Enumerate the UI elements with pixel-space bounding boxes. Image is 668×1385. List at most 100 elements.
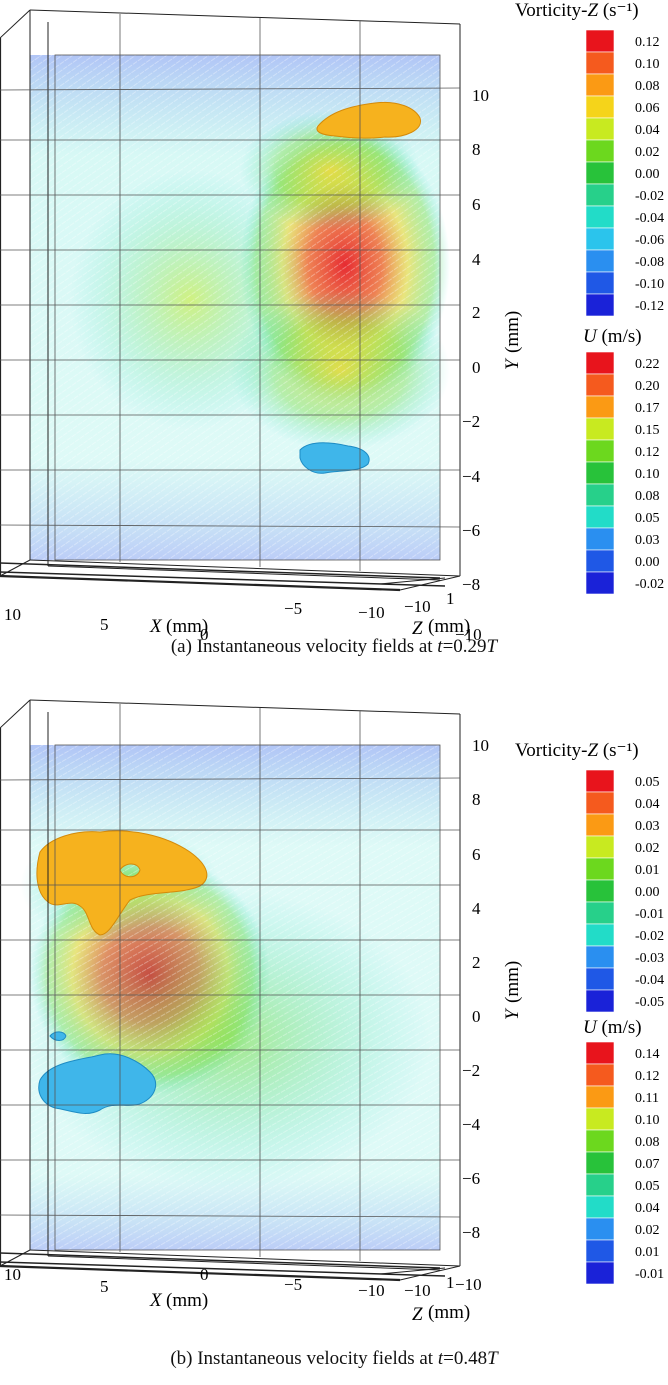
legend-swatch [585, 1107, 615, 1131]
legend-label: 0.00 [635, 885, 660, 900]
figure-caption: (b) Instantaneous velocity fields at t=0… [170, 1348, 498, 1369]
legend-label: 0.10 [635, 467, 660, 482]
legend-swatch [585, 271, 615, 295]
wireframe-box [0, 699, 461, 1282]
legend-swatch [585, 835, 615, 859]
legend-swatch [585, 1041, 615, 1065]
legend-swatch [585, 29, 615, 53]
legend-swatch [585, 505, 615, 529]
vortex-positive [36, 830, 208, 936]
z-axis-title: Z [412, 1304, 423, 1325]
legend-swatch [585, 293, 615, 317]
z-tick-label: −10 [404, 597, 431, 616]
y-tick-label: 8 [472, 790, 481, 809]
legend-swatch [585, 249, 615, 273]
vortex-positive [316, 101, 421, 139]
legend-swatch [585, 1151, 615, 1175]
velocity-field [20, 745, 440, 1250]
y-axis-unit: (mm) [502, 311, 523, 353]
z-axis: −10 1 Z (mm) [404, 589, 470, 639]
legend-label: 0.06 [635, 101, 660, 116]
y-tick-label: −10 [455, 1275, 482, 1294]
x-axis-title: X [149, 616, 163, 637]
legend-label: -0.02 [635, 189, 664, 204]
x-tick-label: 5 [100, 615, 109, 634]
panel-b: 10 8 6 4 2 0 −2 −4 −6 −8 −10 Y (mm) 10 5… [0, 690, 668, 1369]
legend-swatch [585, 483, 615, 507]
x-axis-unit: (mm) [166, 1290, 208, 1311]
legend-label: 0.10 [635, 57, 660, 72]
panel-a-figure: 10 8 6 4 2 0 −2 −4 −6 −8 −10 Y (mm) 10 5… [0, 0, 664, 640]
legend-label: 0.01 [635, 863, 660, 878]
legend-swatch [585, 161, 615, 185]
legend-swatch [585, 139, 615, 163]
legend-swatch [585, 1195, 615, 1219]
legend-label: -0.01 [635, 907, 664, 922]
y-tick-label: 6 [472, 195, 481, 214]
legend-label: -0.04 [635, 973, 664, 988]
legend-title: U (m/s) [583, 1017, 642, 1038]
y-tick-label: 10 [472, 736, 489, 755]
legend-label: 0.12 [635, 1069, 660, 1084]
legend-swatch [585, 879, 615, 903]
legend-swatch [585, 1085, 615, 1109]
y-tick-label: −8 [462, 1223, 480, 1242]
y-tick-label: 0 [472, 1007, 481, 1026]
legend-label: -0.06 [635, 233, 664, 248]
legend-label: 0.05 [635, 511, 660, 526]
x-tick-label: 10 [4, 1265, 21, 1284]
legend-swatch [585, 183, 615, 207]
y-tick-label: −10 [455, 625, 482, 640]
legend-swatch [585, 95, 615, 119]
legend-label: -0.05 [635, 995, 664, 1010]
legend-swatch [585, 1129, 615, 1153]
legend-label: 0.08 [635, 489, 660, 504]
legend-label: 0.00 [635, 555, 660, 570]
legend-label: -0.01 [635, 1267, 664, 1282]
panel-a: 10 8 6 4 2 0 −2 −4 −6 −8 −10 Y (mm) 10 5… [0, 0, 668, 670]
y-tick-label: 6 [472, 845, 481, 864]
legend-label: 0.03 [635, 819, 660, 834]
x-tick-label: −10 [358, 603, 385, 622]
legend-label: -0.02 [635, 577, 664, 592]
u-legend: U (m/s) 0.14 0.12 0.11 0.10 0.08 0.07 0.05 0.04… [583, 1017, 664, 1285]
y-tick-label: −2 [462, 1061, 480, 1080]
legend-swatch [585, 439, 615, 463]
legend-title: Vorticity-Z (s⁻¹) [515, 0, 639, 21]
z-axis-unit: (mm) [428, 1302, 470, 1323]
y-tick-label: 2 [472, 303, 481, 322]
y-axis-title: Y [502, 1007, 523, 1020]
legend-label: -0.08 [635, 255, 664, 270]
y-tick-label: −4 [462, 1115, 481, 1134]
legend-swatch [585, 1261, 615, 1285]
z-axis: −10 1 Z (mm) [404, 1273, 470, 1325]
z-tick-label: 1 [446, 1273, 455, 1292]
legend-label: 0.05 [635, 1179, 660, 1194]
y-tick-label: 4 [472, 899, 481, 918]
legend-swatch [585, 769, 615, 793]
legend-label: 0.22 [635, 357, 660, 372]
legend-swatch [585, 967, 615, 991]
legend-label: 0.04 [635, 797, 660, 812]
figure-caption: (a) Instantaneous velocity fields at t=0… [170, 636, 498, 657]
legend-label: -0.02 [635, 929, 664, 944]
legend-label: 0.07 [635, 1157, 660, 1172]
y-axis-title: Y [502, 357, 523, 370]
y-tick-label: −4 [462, 467, 481, 486]
legend-swatch [585, 395, 615, 419]
legend-label: 0.02 [635, 841, 660, 856]
legend-label: 0.12 [635, 445, 660, 460]
legend-label: 0.10 [635, 1113, 660, 1128]
legend-title: Vorticity-Z (s⁻¹) [515, 740, 639, 761]
z-axis-title: Z [412, 618, 423, 639]
x-axis: 10 5 0 −5 −10 X (mm) [4, 599, 385, 640]
x-tick-label: 10 [4, 605, 21, 624]
legend-label: 0.15 [635, 423, 660, 438]
legend-label: -0.12 [635, 299, 664, 314]
legend-swatch [585, 73, 615, 97]
y-tick-label: 2 [472, 953, 481, 972]
legend-swatch [585, 1217, 615, 1241]
legend-label: 0.02 [635, 1223, 660, 1238]
legend-label: 0.05 [635, 775, 660, 790]
y-tick-label: −6 [462, 1169, 480, 1188]
